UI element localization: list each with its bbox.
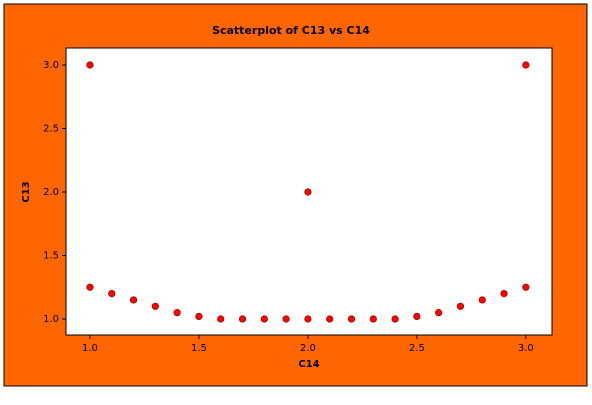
point: [304, 315, 312, 323]
point: [173, 309, 181, 317]
y-axis-label: C13: [21, 181, 32, 202]
point: [86, 61, 94, 69]
point: [129, 296, 138, 304]
point: [260, 315, 268, 323]
y-tick-label: 1.0: [43, 314, 59, 325]
point: [456, 302, 465, 310]
y-tick-label: 2.5: [43, 124, 59, 135]
y-tick-label: 3.0: [43, 60, 59, 71]
x-axis-label: C14: [298, 359, 319, 370]
point: [326, 315, 334, 323]
point: [522, 61, 530, 69]
point: [195, 312, 203, 321]
point: [369, 315, 377, 323]
point: [500, 290, 508, 298]
y-tick-label: 1.5: [43, 251, 59, 262]
chart-title: Scatterplot of C13 vs C14: [212, 24, 370, 37]
point: [522, 283, 530, 291]
point: [151, 302, 159, 310]
point: [478, 296, 486, 304]
point: [413, 312, 421, 321]
point: [217, 315, 225, 323]
point: [304, 188, 312, 196]
point: [238, 315, 247, 323]
point: [435, 309, 443, 317]
y-tick-label: 2.0: [43, 187, 59, 198]
point: [391, 315, 399, 323]
x-tick-label: 1.5: [191, 343, 207, 354]
x-tick-label: 2.0: [300, 343, 316, 354]
x-tick-label: 3.0: [518, 343, 534, 354]
point: [282, 315, 290, 323]
x-tick-label: 2.5: [409, 343, 425, 354]
point: [347, 315, 356, 323]
x-tick-label: 1.0: [82, 343, 98, 354]
point: [108, 290, 116, 298]
point: [86, 283, 94, 291]
